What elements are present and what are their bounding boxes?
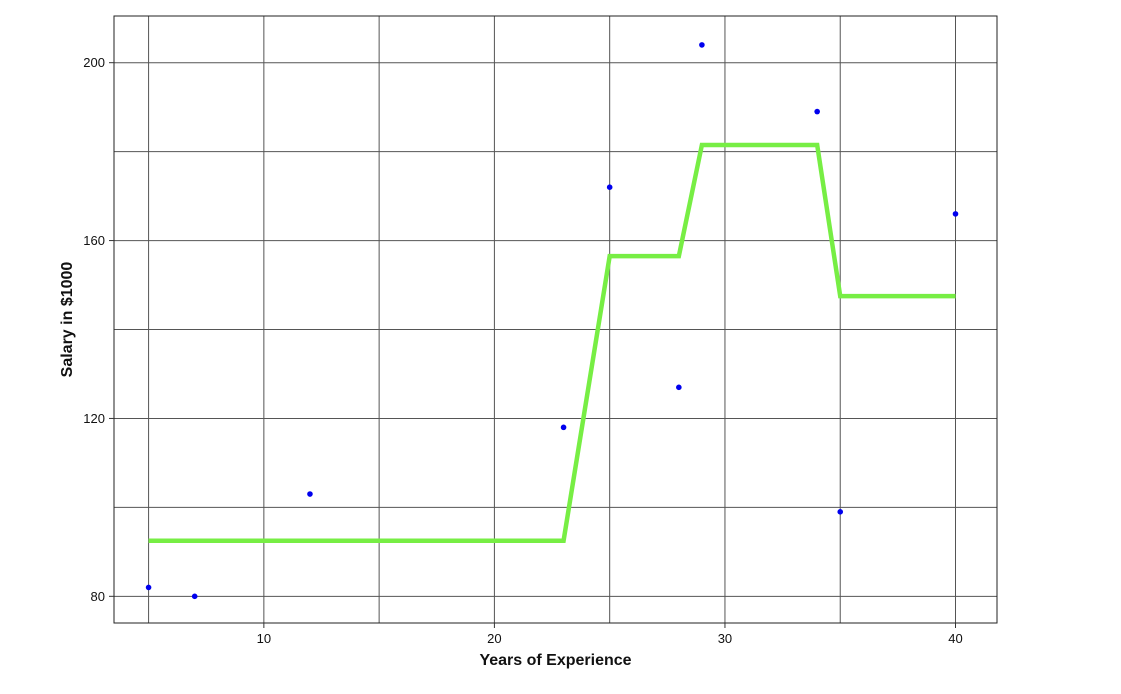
data-point [676, 384, 682, 391]
y-axis-ticks: 80 120 160 200 [83, 55, 114, 604]
y-tick-label: 200 [83, 55, 105, 70]
x-tick-label: 30 [718, 631, 732, 646]
x-axis-title: Years of Experience [479, 652, 631, 669]
x-tick-label: 20 [487, 631, 501, 646]
y-tick-label: 160 [83, 233, 105, 248]
x-tick-label: 40 [948, 631, 962, 646]
data-point [814, 108, 820, 115]
data-point [606, 184, 613, 191]
y-tick-label: 80 [91, 589, 105, 604]
data-point [699, 42, 705, 48]
x-axis-ticks: 10 20 30 40 [257, 623, 963, 646]
data-point [145, 584, 152, 591]
fit-line [148, 142, 956, 543]
fit-line-layer [148, 142, 956, 543]
y-tick-label: 120 [83, 411, 105, 426]
data-point [191, 593, 198, 600]
data-point [952, 211, 959, 217]
data-point [560, 424, 567, 431]
plot-border [113, 15, 998, 624]
points-layer [145, 42, 959, 600]
grid [114, 16, 997, 623]
y-axis-title: Salary in $1000 [59, 262, 76, 378]
data-point [837, 509, 844, 515]
data-point [307, 491, 313, 497]
x-tick-label: 10 [257, 631, 271, 646]
